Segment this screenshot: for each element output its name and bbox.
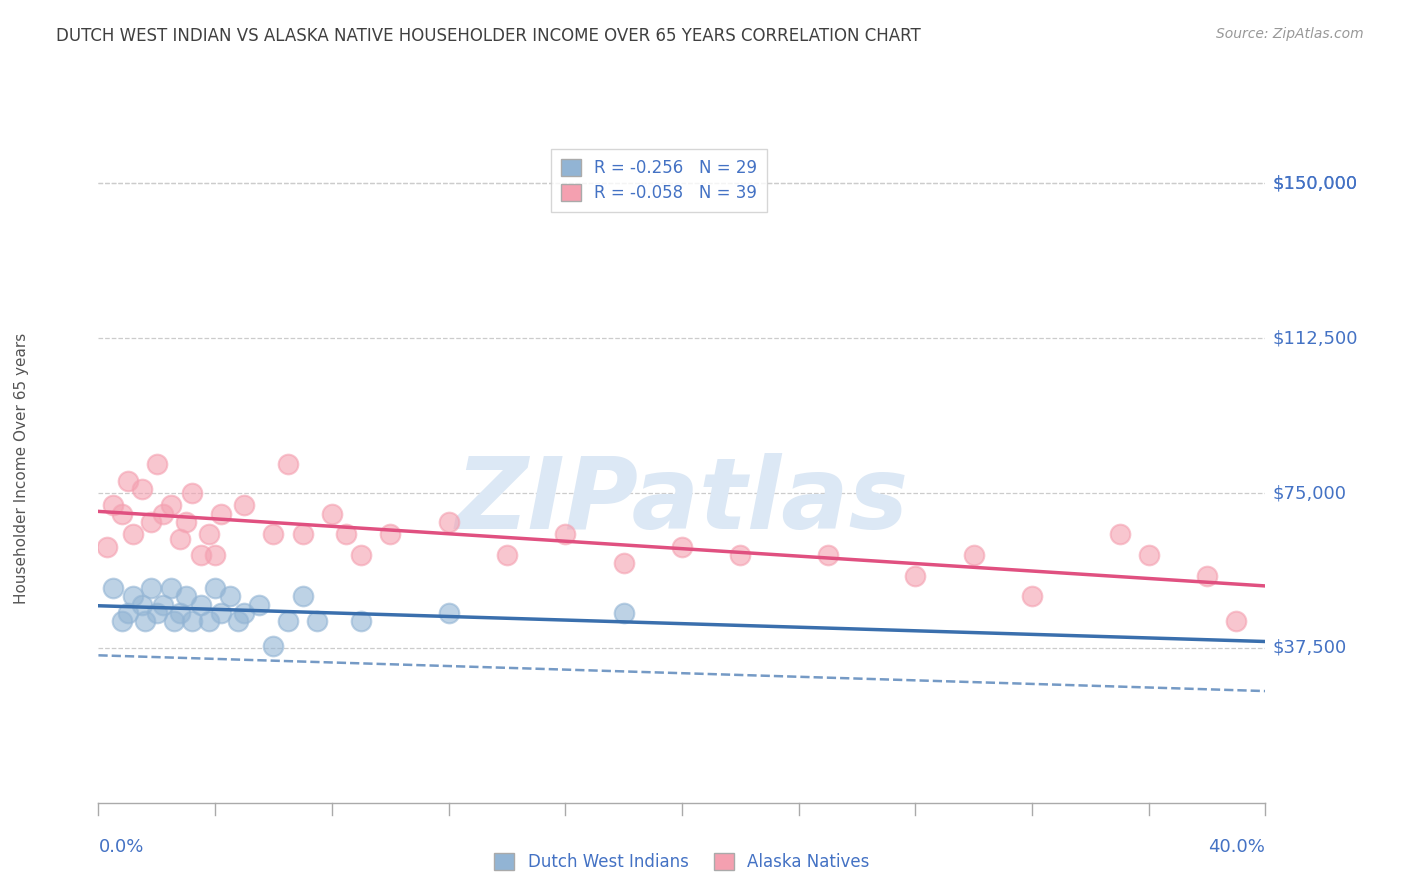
Point [111, 507, 134, 521]
Text: $150,000: $150,000 [1272, 174, 1358, 193]
Point [209, 606, 232, 620]
Point [204, 581, 226, 595]
Point [612, 556, 634, 570]
Point [233, 606, 256, 620]
Point [1137, 548, 1160, 562]
Point [307, 614, 329, 628]
Point [291, 527, 314, 541]
Point [228, 614, 250, 628]
Point [146, 606, 169, 620]
Point [904, 568, 927, 582]
Point [671, 540, 693, 554]
Text: $112,500: $112,500 [1272, 329, 1358, 347]
Point [131, 482, 153, 496]
Point [962, 548, 984, 562]
Point [101, 581, 124, 595]
Point [204, 548, 226, 562]
Point [174, 515, 197, 529]
Point [277, 614, 299, 628]
Point [1225, 614, 1247, 628]
Text: ZIPatlas: ZIPatlas [456, 453, 908, 550]
Point [160, 581, 183, 595]
Point [160, 499, 183, 513]
Text: $75,000: $75,000 [1272, 484, 1347, 502]
Point [378, 527, 402, 541]
Text: $37,500: $37,500 [1272, 639, 1347, 657]
Text: Householder Income Over 65 years: Householder Income Over 65 years [14, 333, 28, 604]
Point [134, 614, 156, 628]
Legend: Dutch West Indians, Alaska Natives: Dutch West Indians, Alaska Natives [485, 843, 879, 881]
Text: 0.0%: 0.0% [98, 838, 143, 856]
Point [190, 598, 212, 612]
Point [1108, 527, 1130, 541]
Point [247, 598, 270, 612]
Point [262, 527, 284, 541]
Point [169, 532, 191, 546]
Point [262, 639, 284, 653]
Text: Source: ZipAtlas.com: Source: ZipAtlas.com [1216, 27, 1364, 41]
Point [437, 606, 460, 620]
Point [96, 540, 118, 554]
Point [321, 507, 343, 521]
Point [335, 527, 357, 541]
Point [218, 590, 240, 604]
Point [728, 548, 751, 562]
Point [139, 515, 162, 529]
Point [554, 527, 576, 541]
Point [131, 598, 153, 612]
Point [437, 515, 460, 529]
Point [169, 606, 191, 620]
Point [1021, 590, 1043, 604]
Text: 40.0%: 40.0% [1209, 838, 1265, 856]
Text: DUTCH WEST INDIAN VS ALASKA NATIVE HOUSEHOLDER INCOME OVER 65 YEARS CORRELATION : DUTCH WEST INDIAN VS ALASKA NATIVE HOUSE… [56, 27, 921, 45]
Point [152, 598, 174, 612]
Point [198, 527, 221, 541]
Point [117, 606, 139, 620]
Point [139, 581, 162, 595]
Point [495, 548, 517, 562]
Point [180, 614, 202, 628]
Point [117, 474, 139, 488]
Point [291, 590, 314, 604]
Point [174, 590, 197, 604]
Point [233, 499, 256, 513]
Point [209, 507, 232, 521]
Point [180, 486, 202, 500]
Text: $150,000: $150,000 [1272, 174, 1358, 193]
Point [350, 614, 373, 628]
Point [190, 548, 212, 562]
Point [198, 614, 221, 628]
Point [111, 614, 134, 628]
Point [122, 590, 145, 604]
Point [612, 606, 634, 620]
Point [152, 507, 174, 521]
Point [146, 457, 169, 471]
Point [163, 614, 186, 628]
Point [101, 499, 124, 513]
Point [277, 457, 299, 471]
Point [122, 527, 145, 541]
Point [350, 548, 373, 562]
Point [1195, 568, 1218, 582]
Point [817, 548, 839, 562]
